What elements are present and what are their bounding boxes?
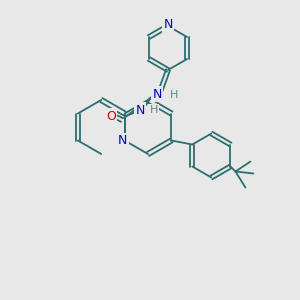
Text: N: N [163, 19, 173, 32]
Text: N: N [152, 88, 162, 100]
Text: H: H [170, 90, 178, 100]
Text: N: N [118, 134, 127, 147]
Text: H: H [150, 105, 158, 115]
Text: N: N [135, 103, 145, 116]
Text: O: O [106, 110, 116, 122]
